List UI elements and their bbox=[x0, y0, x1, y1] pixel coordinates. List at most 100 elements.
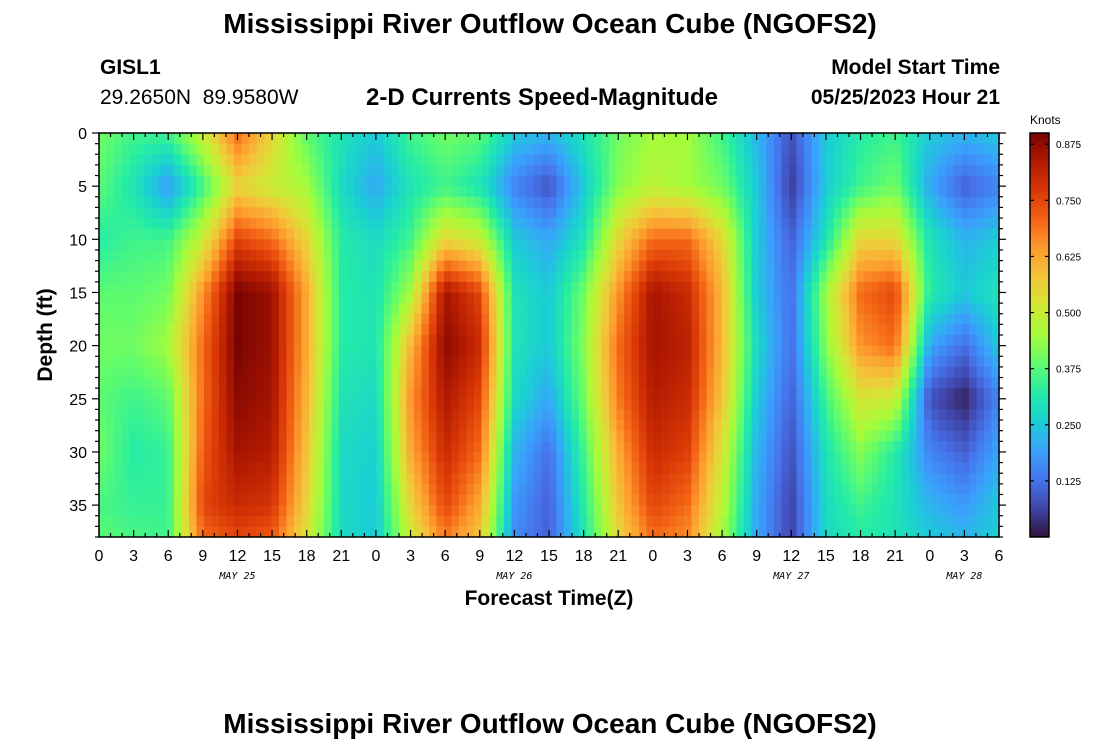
heatmap-cell bbox=[631, 228, 640, 240]
heatmap-cell bbox=[744, 218, 753, 230]
heatmap-cell bbox=[526, 505, 535, 517]
heatmap-cell bbox=[346, 207, 355, 219]
heatmap-cell bbox=[406, 143, 415, 155]
heatmap-cell bbox=[496, 186, 505, 198]
heatmap-cell bbox=[819, 420, 828, 432]
heatmap-cell bbox=[729, 196, 738, 209]
heatmap-cell bbox=[406, 175, 415, 187]
heatmap-cell bbox=[346, 505, 355, 517]
heatmap-cell bbox=[864, 356, 873, 368]
heatmap-cell bbox=[286, 526, 295, 538]
heatmap-cell bbox=[586, 143, 595, 155]
heatmap-cell bbox=[759, 473, 768, 485]
heatmap-cell bbox=[136, 196, 145, 209]
heatmap-cell bbox=[961, 462, 970, 474]
heatmap-cell bbox=[211, 473, 220, 485]
heatmap-cell bbox=[894, 526, 903, 538]
heatmap-cell bbox=[946, 186, 955, 198]
heatmap-cell bbox=[706, 388, 715, 400]
heatmap-cell bbox=[271, 451, 280, 464]
heatmap-cell bbox=[489, 515, 498, 527]
heatmap-cell bbox=[751, 249, 760, 262]
heatmap-cell bbox=[751, 430, 760, 442]
heatmap-cell bbox=[354, 345, 363, 357]
heatmap-cell bbox=[976, 494, 985, 506]
heatmap-cell bbox=[474, 196, 483, 209]
heatmap-cell bbox=[954, 207, 963, 219]
heatmap-cell bbox=[646, 292, 655, 304]
heatmap-cell bbox=[181, 218, 190, 230]
heatmap-cell bbox=[504, 377, 513, 389]
heatmap-cell bbox=[856, 196, 865, 209]
heatmap-cell bbox=[886, 218, 895, 230]
heatmap-cell bbox=[579, 377, 588, 389]
heatmap-cell bbox=[196, 515, 205, 527]
heatmap-cell bbox=[511, 377, 520, 389]
heatmap-cell bbox=[129, 164, 138, 177]
heatmap-cell bbox=[489, 398, 498, 411]
heatmap-cell bbox=[406, 271, 415, 283]
heatmap-cell bbox=[901, 430, 910, 442]
heatmap-cell bbox=[444, 218, 453, 230]
heatmap-cell bbox=[534, 398, 543, 411]
heatmap-cell bbox=[159, 462, 168, 474]
heatmap-cell bbox=[114, 430, 123, 442]
heatmap-cell bbox=[376, 313, 385, 325]
heatmap-cell bbox=[421, 164, 430, 177]
heatmap-cell bbox=[916, 239, 925, 251]
heatmap-cell bbox=[324, 228, 333, 240]
heatmap-cell bbox=[766, 271, 775, 283]
heatmap-cell bbox=[871, 196, 880, 209]
heatmap-cell bbox=[916, 462, 925, 474]
heatmap-cell bbox=[826, 313, 835, 325]
heatmap-cell bbox=[384, 281, 393, 294]
heatmap-cell bbox=[646, 430, 655, 442]
heatmap-cell bbox=[511, 154, 520, 166]
heatmap-cell bbox=[444, 324, 453, 336]
heatmap-cell bbox=[211, 281, 220, 294]
heatmap-cell bbox=[414, 388, 423, 400]
heatmap-cell bbox=[489, 388, 498, 400]
heatmap-cell bbox=[541, 271, 550, 283]
heatmap-cell bbox=[616, 345, 625, 357]
x-tick-label: 9 bbox=[198, 548, 207, 565]
heatmap-cell bbox=[324, 451, 333, 464]
heatmap-cell bbox=[841, 515, 850, 527]
heatmap-cell bbox=[834, 228, 843, 240]
heatmap-cell bbox=[541, 313, 550, 325]
heatmap-cell bbox=[301, 483, 310, 496]
heatmap-cell bbox=[354, 207, 363, 219]
heatmap-cell bbox=[384, 271, 393, 283]
heatmap-cell bbox=[279, 154, 288, 166]
heatmap-cell bbox=[736, 196, 745, 209]
heatmap-cell bbox=[144, 430, 153, 442]
heatmap-cell bbox=[849, 196, 858, 209]
heatmap-cell bbox=[669, 292, 678, 304]
heatmap-cell bbox=[534, 526, 543, 538]
heatmap-cell bbox=[646, 356, 655, 368]
heatmap-cell bbox=[436, 281, 445, 294]
heatmap-cell bbox=[279, 175, 288, 187]
heatmap-cell bbox=[271, 164, 280, 177]
heatmap-cell bbox=[759, 483, 768, 496]
heatmap-cell bbox=[991, 324, 1000, 336]
heatmap-cell bbox=[594, 483, 603, 496]
heatmap-cell bbox=[669, 366, 678, 379]
heatmap-cell bbox=[114, 388, 123, 400]
heatmap-cell bbox=[864, 409, 873, 421]
heatmap-cell bbox=[774, 218, 783, 230]
heatmap-cell bbox=[324, 345, 333, 357]
heatmap-cell bbox=[631, 494, 640, 506]
heatmap-cell bbox=[556, 515, 565, 527]
heatmap-cell bbox=[991, 366, 1000, 379]
heatmap-cell bbox=[856, 260, 865, 272]
heatmap-cell bbox=[384, 462, 393, 474]
heatmap-cell bbox=[864, 388, 873, 400]
heatmap-cell bbox=[976, 207, 985, 219]
heatmap-cell bbox=[706, 398, 715, 411]
heatmap-cell bbox=[361, 356, 370, 368]
heatmap-cell bbox=[834, 398, 843, 411]
heatmap-cell bbox=[436, 526, 445, 538]
heatmap-cell bbox=[534, 451, 543, 464]
heatmap-cell bbox=[901, 313, 910, 325]
